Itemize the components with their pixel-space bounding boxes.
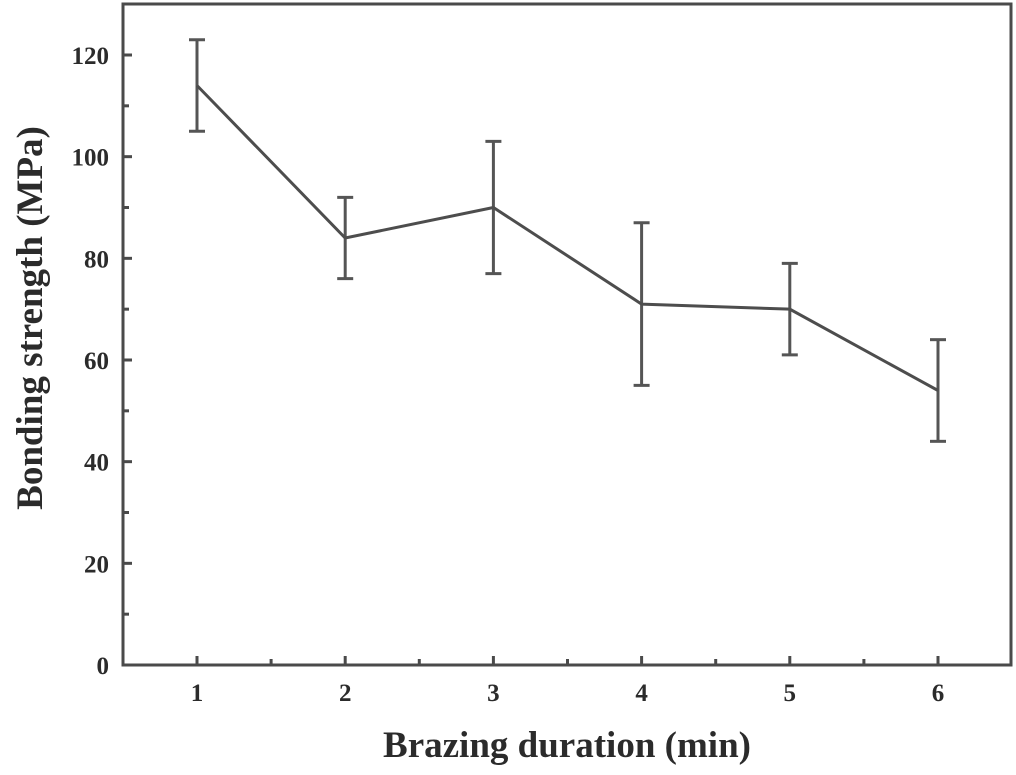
y-tick-label: 120 (72, 43, 110, 70)
data-line (195, 84, 939, 392)
y-axis-title: Bonding strength (MPa) (10, 126, 51, 510)
y-tick-label: 80 (84, 246, 109, 273)
x-axis-title: Brazing duration (min) (383, 725, 751, 766)
x-tick-label: 1 (191, 680, 204, 707)
x-tick-label: 5 (784, 680, 797, 707)
y-tick-label: 100 (72, 145, 110, 172)
y-tick-labels: 0 20 40 60 80 100 120 (72, 43, 110, 680)
x-tick-label: 2 (339, 680, 352, 707)
y-tick-label: 0 (97, 653, 110, 680)
plot-frame (121, 2, 1013, 667)
x-tick-label: 6 (932, 680, 945, 707)
x-tick-label: 4 (635, 680, 648, 707)
major-ticks (123, 53, 940, 667)
y-tick-label: 20 (84, 551, 109, 578)
y-tick-label: 60 (84, 348, 109, 375)
error-bars (189, 38, 946, 443)
x-tick-label: 3 (487, 680, 500, 707)
y-tick-label: 40 (84, 450, 109, 477)
x-tick-labels: 1 2 3 4 5 6 (191, 680, 945, 707)
